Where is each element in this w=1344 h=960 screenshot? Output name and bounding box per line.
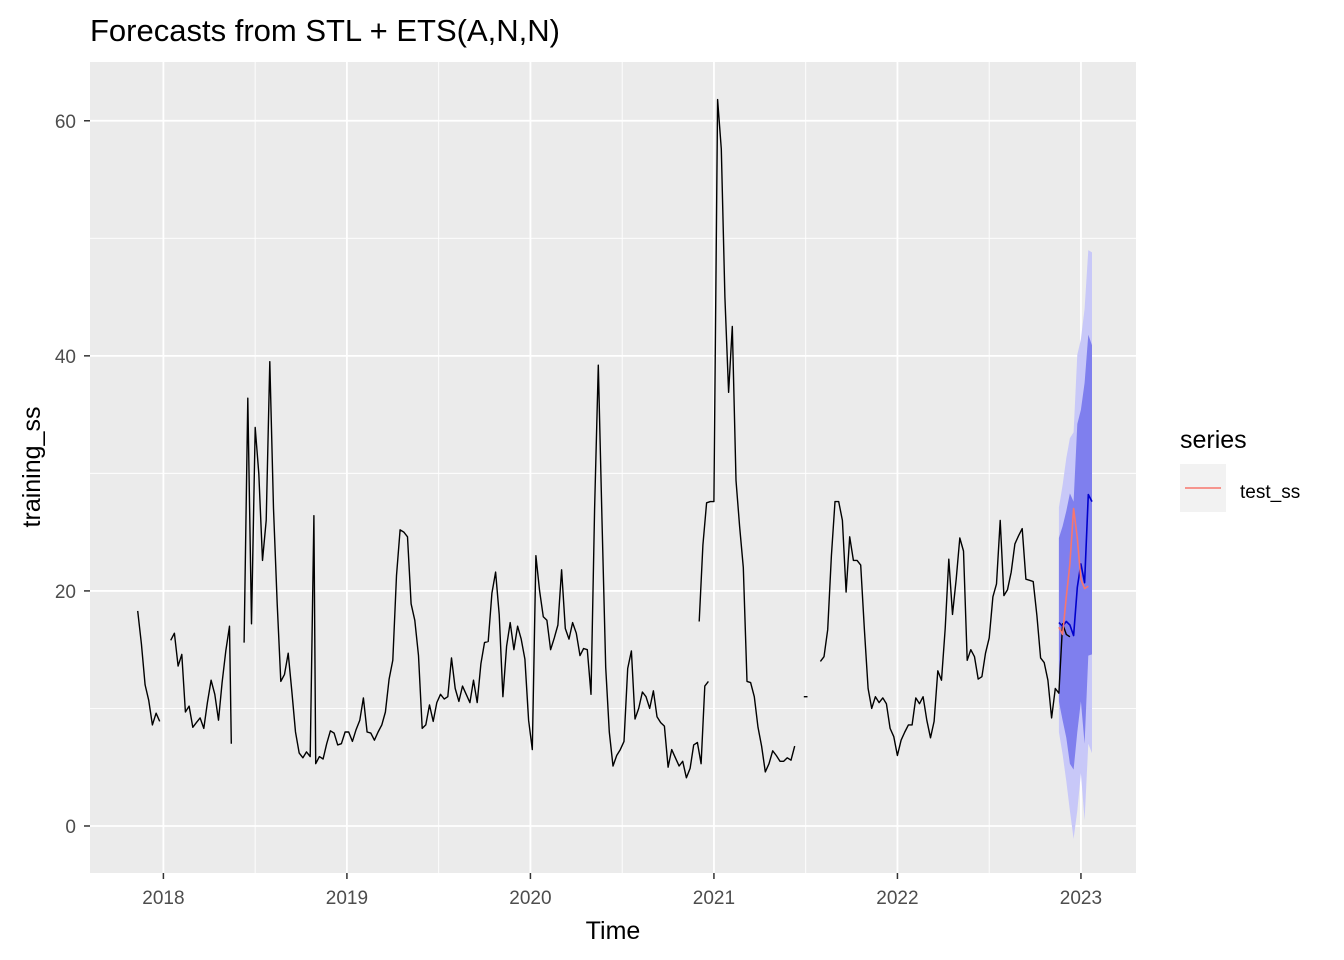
y-tick-label: 20	[55, 582, 76, 603]
plot-panel	[90, 62, 1136, 873]
x-tick-label: 2021	[693, 888, 735, 909]
pi80-band	[1058, 334, 1092, 770]
forecast-line	[1058, 493, 1093, 637]
minor-gridlines	[90, 62, 1136, 873]
x-tick-label: 2022	[876, 888, 918, 909]
training-series-line	[698, 98, 796, 773]
legend-label-test-ss: test_ss	[1240, 482, 1300, 503]
x-tick-label: 2020	[509, 888, 551, 909]
x-tick-label: 2018	[142, 888, 184, 909]
y-tick-label: 60	[55, 112, 76, 133]
x-tick-label: 2023	[1060, 888, 1102, 909]
x-tick-label: 2019	[326, 888, 368, 909]
test-ss-line	[1058, 507, 1089, 636]
legend: series test_ss	[1180, 426, 1300, 512]
training-series-line	[170, 625, 232, 744]
chart-title: Forecasts from STL + ETS(A,N,N)	[90, 13, 560, 48]
training-series-line	[819, 500, 1071, 757]
y-tick-label: 0	[65, 817, 76, 838]
legend-title: series	[1180, 426, 1247, 454]
y-tick-label: 40	[55, 347, 76, 368]
axis-ticks: 2018 2019 2020 2021 2022 2023 0 20 40 60	[55, 112, 1102, 909]
training-series-line	[243, 361, 709, 779]
x-axis-title: Time	[586, 917, 641, 945]
prediction-intervals	[1058, 250, 1092, 839]
y-axis-title: training_ss	[18, 407, 46, 528]
training-series-line	[137, 610, 161, 726]
series-lines	[137, 98, 1093, 779]
